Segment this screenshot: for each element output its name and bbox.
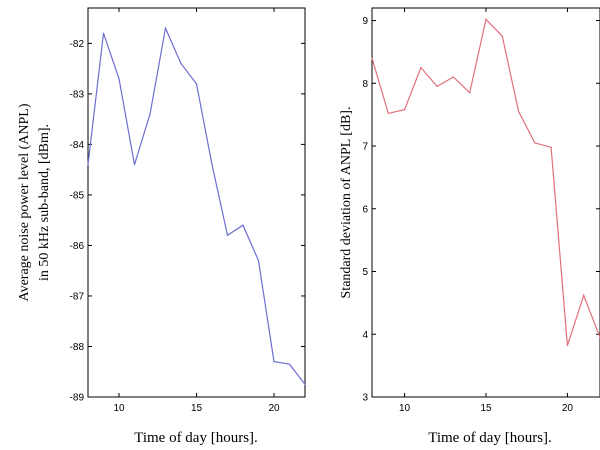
data-point bbox=[242, 224, 244, 226]
data-point bbox=[257, 259, 260, 262]
y-tick-label: -82 bbox=[70, 39, 85, 50]
data-point bbox=[534, 142, 536, 144]
chart-right-std: 10 15 20 3 4 5 6 7 8 9 Time of day [hours]. Standar… bbox=[339, 7, 600, 446]
y-axis-label: Standard deviation of ANPL [dB]. bbox=[339, 107, 354, 299]
chart-left-anpl: 10 15 20 -82 -83 -84 -85 -86 -87 -88 -89 Time of da… bbox=[17, 7, 306, 446]
data-point bbox=[133, 164, 136, 166]
y-tick-label: 5 bbox=[362, 267, 368, 278]
data-point bbox=[420, 67, 422, 69]
data-point bbox=[211, 164, 213, 166]
data-point bbox=[304, 383, 306, 385]
y-tick-label: -84 bbox=[70, 140, 85, 151]
y-tick-label: -86 bbox=[70, 241, 85, 252]
data-point bbox=[550, 146, 552, 148]
y-tick-label: 7 bbox=[362, 142, 368, 153]
data-point bbox=[452, 76, 455, 78]
data-point bbox=[87, 164, 89, 166]
y-tick-label: -89 bbox=[70, 393, 85, 404]
data-point bbox=[501, 35, 503, 37]
data-point bbox=[469, 92, 471, 94]
data-point bbox=[273, 361, 275, 363]
data-point bbox=[566, 344, 569, 347]
x-tick-label: 15 bbox=[480, 403, 492, 414]
y-tick-label: -83 bbox=[70, 89, 85, 100]
data-point bbox=[583, 294, 585, 296]
y-tick-label: 6 bbox=[362, 204, 368, 215]
data-point bbox=[387, 112, 389, 115]
data-point bbox=[403, 109, 406, 111]
data-point bbox=[149, 113, 151, 115]
y-tick-label: 3 bbox=[362, 393, 368, 404]
x-tick-label: 20 bbox=[562, 403, 574, 414]
data-point bbox=[102, 32, 105, 34]
plot-frame bbox=[87, 7, 306, 398]
data-point bbox=[226, 234, 229, 236]
data-point bbox=[436, 85, 438, 88]
y-tick-label: -87 bbox=[70, 291, 85, 302]
y-axis-label: in 50 kHz sub-band, [dBm]. bbox=[37, 124, 52, 281]
data-point bbox=[371, 57, 373, 59]
x-tick-label: 20 bbox=[268, 403, 280, 414]
y-tick-label: 4 bbox=[362, 330, 368, 341]
data-point bbox=[288, 363, 291, 365]
plot-frame bbox=[371, 7, 600, 398]
x-tick-label: 15 bbox=[191, 403, 203, 414]
x-tick-label: 10 bbox=[399, 403, 411, 414]
y-tick-label: -88 bbox=[70, 342, 85, 353]
data-point bbox=[118, 78, 120, 80]
data-point bbox=[164, 27, 167, 29]
x-axis-label: Time of day [hours]. bbox=[428, 430, 552, 446]
data-point bbox=[180, 62, 182, 65]
x-tick-label: 10 bbox=[113, 403, 125, 414]
y-tick-label: 8 bbox=[362, 79, 368, 90]
data-point bbox=[485, 18, 487, 20]
y-axis-label: Average noise power level (ANPL) bbox=[17, 103, 32, 301]
y-tick-label: 9 bbox=[362, 16, 368, 27]
y-tick-label: -85 bbox=[70, 190, 85, 201]
x-axis-label: Time of day [hours]. bbox=[134, 430, 258, 446]
data-point bbox=[195, 83, 198, 85]
data-point bbox=[517, 110, 520, 113]
